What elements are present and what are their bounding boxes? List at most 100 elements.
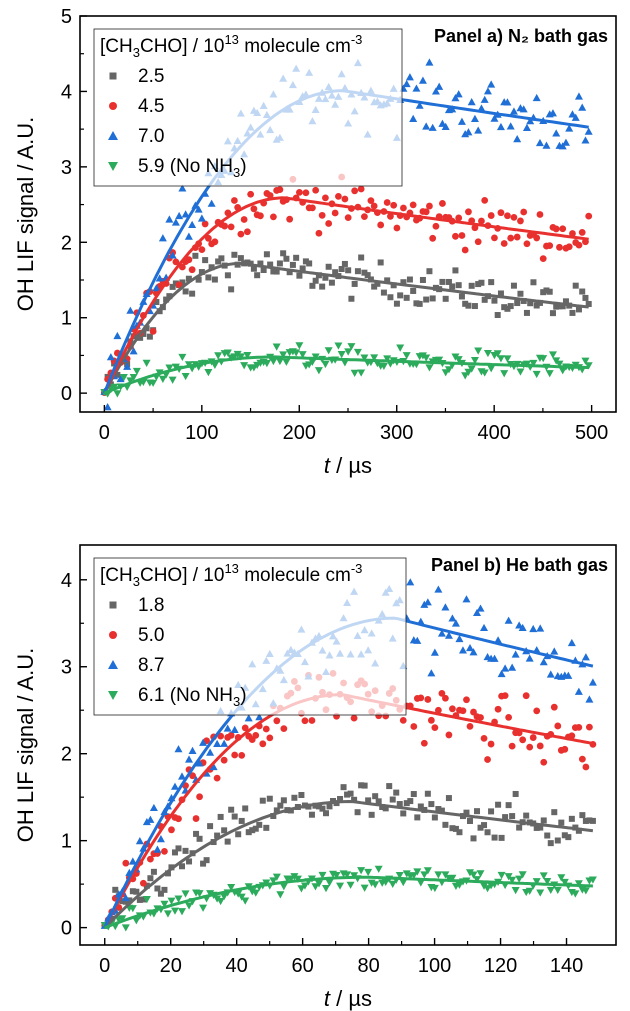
data-point	[158, 375, 167, 383]
data-point	[256, 212, 264, 220]
data-point	[536, 624, 545, 632]
data-point	[231, 813, 238, 820]
data-point	[377, 221, 385, 229]
data-point	[439, 200, 446, 207]
data-point	[122, 859, 130, 867]
data-point	[383, 355, 392, 363]
data-point	[496, 355, 505, 363]
data-point	[238, 751, 246, 759]
data-point	[546, 886, 555, 895]
data-point	[441, 603, 450, 611]
data-point	[470, 835, 477, 842]
data-point	[178, 353, 187, 362]
data-point	[544, 832, 551, 839]
data-point	[525, 654, 534, 662]
data-point	[445, 278, 452, 285]
data-point	[379, 803, 386, 810]
legend-label-3: 6.1 (No NH3)	[138, 685, 247, 709]
data-point	[208, 264, 215, 271]
data-point	[505, 802, 512, 809]
data-point	[262, 725, 270, 733]
data-point	[146, 333, 153, 340]
data-point	[311, 883, 320, 891]
data-point	[417, 803, 424, 810]
data-point	[465, 643, 474, 652]
data-point	[252, 825, 259, 832]
data-point	[400, 204, 407, 212]
data-point	[490, 654, 499, 662]
data-point	[585, 695, 594, 703]
data-point	[325, 879, 334, 887]
data-point	[142, 817, 151, 826]
x-tick-label: 100	[185, 422, 218, 444]
data-point	[201, 220, 209, 228]
data-point	[209, 762, 218, 771]
data-point	[375, 798, 382, 805]
data-point	[358, 254, 365, 261]
data-point	[338, 265, 345, 272]
data-point	[340, 784, 347, 791]
data-point	[473, 608, 482, 617]
data-point	[463, 696, 470, 704]
y-tick-label: 3	[61, 657, 72, 679]
data-point	[217, 732, 225, 740]
data-point	[552, 129, 561, 137]
data-point	[273, 807, 280, 814]
data-point	[181, 890, 190, 898]
data-point	[571, 890, 580, 898]
data-point	[403, 294, 410, 301]
legend-marker-0	[109, 601, 117, 609]
data-point	[417, 694, 425, 702]
fit-line-3	[104, 875, 593, 930]
data-point	[237, 255, 244, 262]
data-point	[432, 222, 440, 230]
data-point	[165, 215, 174, 223]
data-point	[574, 92, 583, 100]
data-point	[574, 880, 583, 888]
data-point	[413, 636, 422, 644]
fit-line-0	[103, 262, 589, 394]
data-point	[189, 772, 196, 780]
data-point	[497, 669, 506, 678]
data-point	[500, 370, 509, 378]
data-point	[568, 732, 576, 740]
data-point	[445, 731, 453, 739]
data-point	[458, 293, 465, 300]
data-point	[559, 303, 566, 310]
data-point	[267, 261, 274, 268]
data-point	[266, 795, 273, 802]
data-point	[146, 855, 154, 863]
data-point	[445, 795, 452, 802]
data-point	[221, 222, 229, 230]
data-point	[406, 578, 415, 586]
chart-panel-b: [CH3CHO] / 1013 molecule cm-3 1.8 5.0 8.7 6.…	[13, 544, 617, 1011]
data-point	[518, 623, 527, 632]
data-point	[539, 355, 548, 363]
data-point	[276, 891, 285, 899]
data-point	[171, 363, 180, 371]
data-point	[257, 260, 264, 267]
data-point	[137, 334, 144, 341]
data-point	[487, 365, 496, 373]
data-point	[154, 885, 161, 892]
data-point	[178, 263, 186, 271]
data-point	[174, 745, 183, 753]
data-point	[559, 225, 567, 233]
data-point	[508, 663, 517, 671]
data-point	[465, 302, 472, 309]
data-point	[175, 845, 182, 852]
legend-label-2: 7.0	[138, 126, 164, 147]
y-axis-title: OH LIF signal / A.U.	[13, 648, 38, 842]
data-point	[533, 234, 541, 242]
data-point	[481, 822, 488, 829]
data-point	[172, 258, 180, 266]
data-point	[462, 300, 469, 307]
data-point	[419, 276, 426, 283]
data-point	[434, 871, 443, 879]
data-point	[423, 867, 432, 875]
data-point	[585, 300, 592, 307]
data-point	[471, 303, 478, 310]
data-point	[522, 123, 531, 131]
data-point	[578, 755, 586, 763]
data-point	[231, 251, 238, 258]
